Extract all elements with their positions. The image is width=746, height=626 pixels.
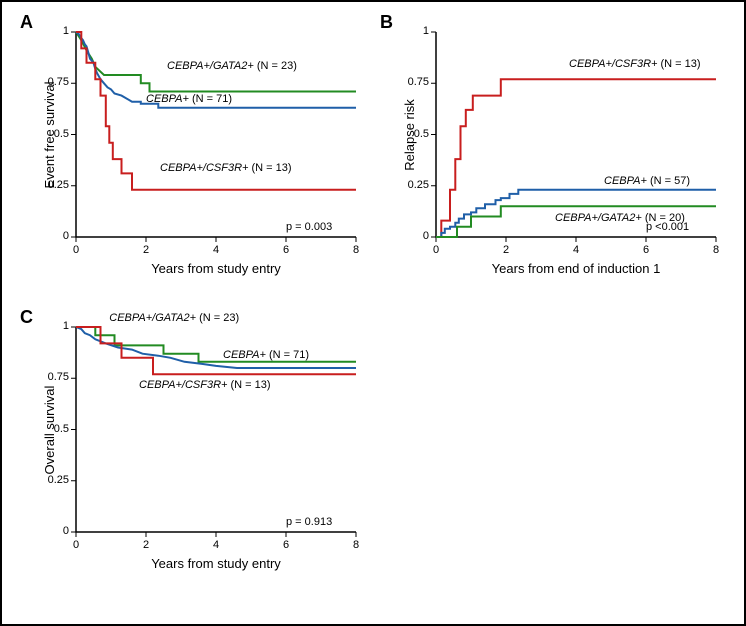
panel-a-xlabel: Years from study entry — [126, 261, 306, 276]
xtick-label: 4 — [208, 539, 224, 551]
xtick-label: 4 — [568, 244, 584, 256]
xtick-label: 8 — [708, 244, 724, 256]
xtick-label: 0 — [68, 539, 84, 551]
ytick-label: 0.75 — [41, 371, 69, 383]
xtick-label: 8 — [348, 244, 364, 256]
xtick-label: 8 — [348, 539, 364, 551]
xtick-label: 2 — [138, 539, 154, 551]
ytick-label: 0.25 — [41, 179, 69, 191]
ytick-label: 0 — [41, 525, 69, 537]
ytick-label: 0.75 — [401, 76, 429, 88]
xtick-label: 0 — [428, 244, 444, 256]
panel-c-pvalue: p = 0.913 — [286, 516, 332, 528]
ytick-label: 1 — [41, 320, 69, 332]
series-label-csf3r: CEBPA+/CSF3R+ (N = 13) — [569, 58, 701, 70]
series-label-gata2: CEBPA+/GATA2+ (N = 20) — [555, 212, 685, 224]
xtick-label: 4 — [208, 244, 224, 256]
xtick-label: 2 — [138, 244, 154, 256]
ytick-label: 0.75 — [41, 76, 69, 88]
ytick-label: 0.5 — [401, 128, 429, 140]
ytick-label: 0.25 — [401, 179, 429, 191]
series-label-gata2: CEBPA+/GATA2+ (N = 23) — [167, 60, 297, 72]
series-label-csf3r: CEBPA+/CSF3R+ (N = 13) — [139, 379, 271, 391]
ytick-label: 0.5 — [41, 423, 69, 435]
ytick-label: 0.5 — [41, 128, 69, 140]
ytick-label: 0 — [401, 230, 429, 242]
ytick-label: 1 — [401, 25, 429, 37]
figure-container: A Event free survival Years from study e… — [2, 2, 744, 624]
xtick-label: 6 — [278, 539, 294, 551]
series-label-gata2: CEBPA+/GATA2+ (N = 23) — [109, 312, 239, 324]
xtick-label: 2 — [498, 244, 514, 256]
panel-a-pvalue: p = 0.003 — [286, 221, 332, 233]
panel-b: B Relapse risk Years from end of inducti… — [380, 12, 730, 287]
series-label-cebpa: CEBPA+ (N = 71) — [223, 349, 309, 361]
panel-b-xlabel: Years from end of induction 1 — [486, 261, 666, 276]
xtick-label: 6 — [638, 244, 654, 256]
series-label-csf3r: CEBPA+/CSF3R+ (N = 13) — [160, 162, 292, 174]
panel-c: C Overall survival Years from study entr… — [20, 307, 370, 582]
ytick-label: 0 — [41, 230, 69, 242]
series-label-cebpa: CEBPA+ (N = 71) — [146, 93, 232, 105]
xtick-label: 0 — [68, 244, 84, 256]
xtick-label: 6 — [278, 244, 294, 256]
ytick-label: 0.25 — [41, 474, 69, 486]
panel-a: A Event free survival Years from study e… — [20, 12, 370, 287]
ytick-label: 1 — [41, 25, 69, 37]
series-label-cebpa: CEBPA+ (N = 57) — [604, 175, 690, 187]
panel-c-xlabel: Years from study entry — [126, 556, 306, 571]
